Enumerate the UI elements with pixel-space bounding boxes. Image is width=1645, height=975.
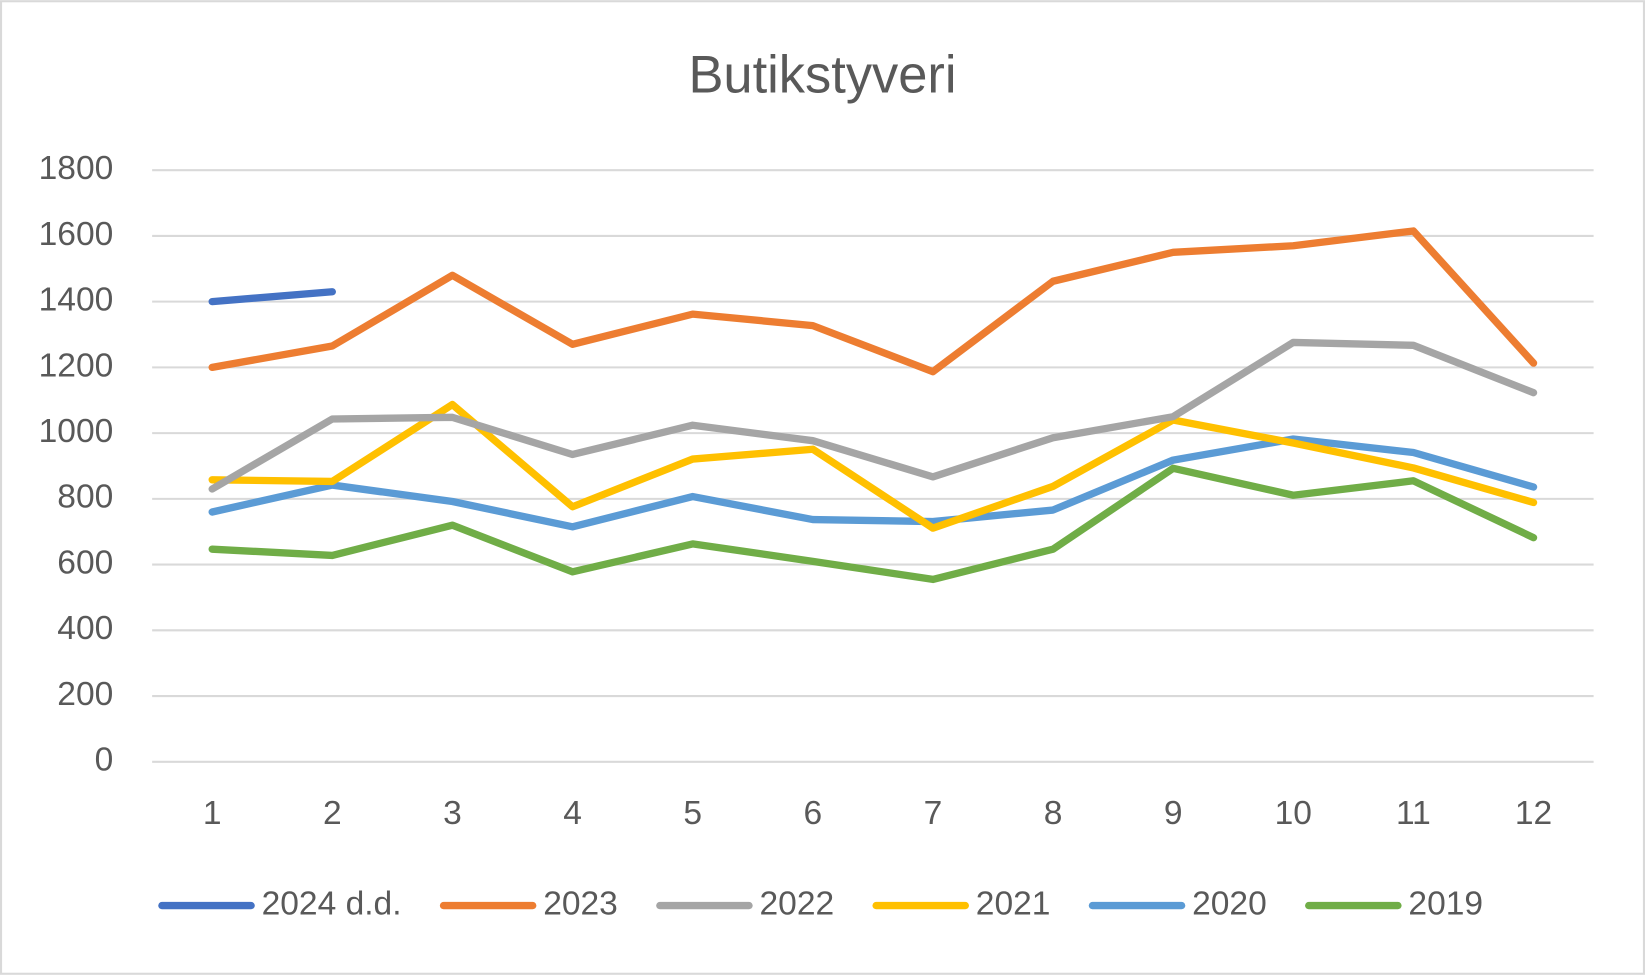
y-tick-label: 400 (57, 610, 113, 647)
x-tick-label: 1 (203, 795, 222, 832)
chart-title: Butikstyveri (688, 47, 956, 105)
series-line (208, 435, 1538, 531)
series-line (208, 338, 1538, 493)
legend-label: 2023 (543, 885, 618, 922)
y-tick-label: 200 (57, 676, 113, 713)
legend-label: 2020 (1192, 885, 1267, 922)
x-tick-label: 4 (563, 795, 582, 832)
legend-label: 2024 d.d. (262, 885, 402, 922)
x-tick-label: 9 (1164, 795, 1183, 832)
y-tick-label: 1800 (39, 150, 114, 187)
x-tick-label: 3 (443, 795, 462, 832)
y-tick-label: 600 (57, 544, 113, 581)
x-tick-label: 8 (1044, 795, 1063, 832)
x-tick-label: 7 (924, 795, 943, 832)
legend-label: 2019 (1408, 885, 1483, 922)
legend-label: 2021 (976, 885, 1051, 922)
series-line (208, 288, 336, 306)
y-tick-label: 1400 (39, 282, 114, 319)
x-tick-label: 6 (803, 795, 822, 832)
y-tick-label: 1600 (39, 216, 114, 253)
y-tick-label: 800 (57, 479, 113, 516)
series-line (208, 464, 1538, 584)
x-tick-label: 11 (1396, 795, 1431, 832)
y-tick-label: 1200 (39, 347, 114, 384)
y-tick-label: 0 (95, 742, 114, 779)
x-tick-label: 2 (323, 795, 342, 832)
legend-label: 2022 (760, 885, 835, 922)
series-line (208, 227, 1538, 376)
x-tick-label: 5 (683, 795, 702, 832)
x-tick-label: 12 (1515, 795, 1552, 832)
x-tick-label: 10 (1275, 795, 1312, 832)
y-tick-label: 1000 (39, 413, 114, 450)
